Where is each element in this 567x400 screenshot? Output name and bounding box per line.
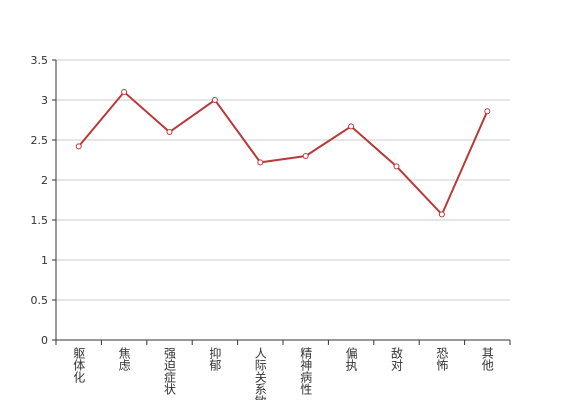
x-tick-label: 其他 bbox=[480, 347, 494, 371]
series-line bbox=[77, 90, 489, 217]
y-tick-label: 1 bbox=[41, 254, 48, 267]
y-tick-label: 3 bbox=[41, 94, 48, 107]
point bbox=[438, 211, 445, 218]
x-tick-label: 偏执 bbox=[344, 346, 358, 372]
x-tick-label: 恐怖 bbox=[435, 347, 449, 371]
x-tick-label: 抑郁 bbox=[208, 346, 222, 372]
point bbox=[484, 108, 491, 115]
x-tick-label: 敌对 bbox=[390, 346, 404, 371]
y-tick-label: 2.5 bbox=[31, 134, 49, 147]
point bbox=[75, 143, 82, 150]
point bbox=[302, 153, 309, 159]
point bbox=[348, 123, 355, 130]
y-tick-label: 3.5 bbox=[31, 54, 49, 67]
point bbox=[166, 129, 173, 135]
x-tick-label: 强迫症状 bbox=[163, 347, 177, 395]
y-tick-label: 1.5 bbox=[31, 214, 49, 227]
point bbox=[211, 97, 218, 103]
x-tick-label: 人际关系敏感 bbox=[253, 347, 267, 400]
point bbox=[393, 163, 400, 170]
x-tick-label: 躯体化 bbox=[72, 346, 86, 384]
y-tick-label: 0 bbox=[41, 334, 48, 347]
x-tick-label: 精神病性 bbox=[299, 347, 313, 396]
y-tick-label: 0.5 bbox=[31, 294, 49, 307]
point bbox=[121, 89, 128, 95]
point bbox=[257, 159, 264, 166]
x-tick-label: 焦虑 bbox=[117, 347, 131, 371]
y-tick-label: 2 bbox=[41, 174, 48, 187]
